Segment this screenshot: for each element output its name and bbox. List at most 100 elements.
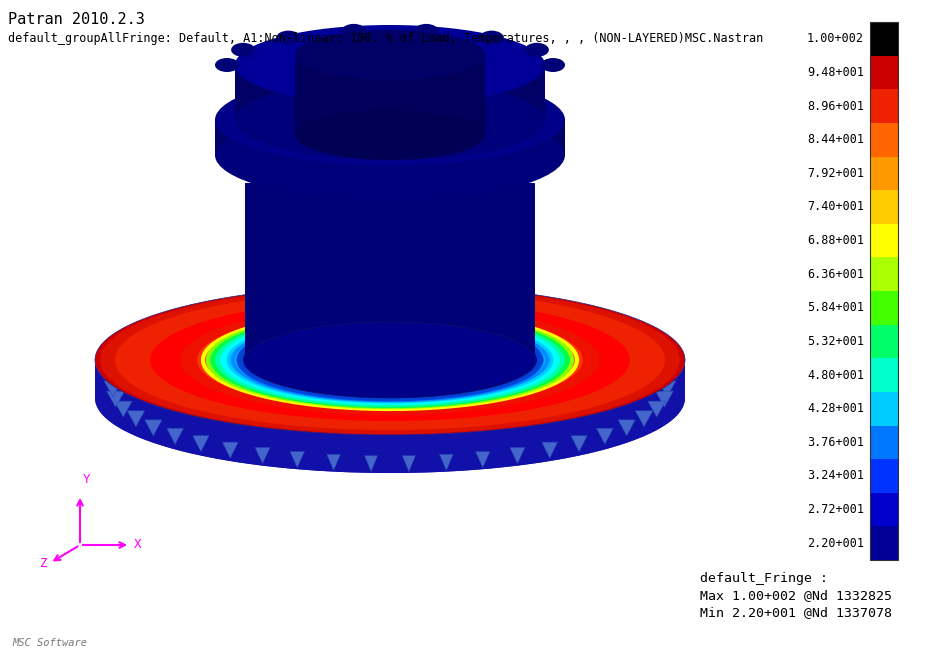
Ellipse shape xyxy=(245,322,535,398)
Ellipse shape xyxy=(95,323,685,473)
Ellipse shape xyxy=(115,290,665,430)
Polygon shape xyxy=(223,442,238,458)
Bar xyxy=(870,324,898,358)
Ellipse shape xyxy=(100,286,680,434)
Polygon shape xyxy=(541,442,557,458)
Ellipse shape xyxy=(541,58,565,72)
Polygon shape xyxy=(115,401,133,417)
Ellipse shape xyxy=(415,24,438,38)
Text: MSC Software: MSC Software xyxy=(12,638,87,648)
Polygon shape xyxy=(255,447,270,463)
Text: X: X xyxy=(134,538,142,551)
Text: 8.96+001: 8.96+001 xyxy=(807,99,864,113)
Ellipse shape xyxy=(231,43,255,57)
Polygon shape xyxy=(440,454,453,470)
Text: 3.24+001: 3.24+001 xyxy=(807,469,864,482)
Text: 6.88+001: 6.88+001 xyxy=(807,234,864,247)
Polygon shape xyxy=(648,401,666,417)
Ellipse shape xyxy=(215,109,565,201)
Ellipse shape xyxy=(525,43,549,57)
Text: Y: Y xyxy=(83,473,90,486)
Polygon shape xyxy=(166,428,183,444)
Ellipse shape xyxy=(190,309,590,411)
Polygon shape xyxy=(193,436,209,451)
Ellipse shape xyxy=(295,110,485,160)
Bar xyxy=(870,459,898,493)
Polygon shape xyxy=(235,65,545,120)
Polygon shape xyxy=(597,428,613,444)
Polygon shape xyxy=(619,420,635,436)
Text: default_Fringe :: default_Fringe : xyxy=(700,572,828,585)
Bar xyxy=(870,56,898,89)
Bar xyxy=(870,291,898,324)
Ellipse shape xyxy=(235,80,545,160)
Text: 5.32+001: 5.32+001 xyxy=(807,335,864,348)
Ellipse shape xyxy=(229,318,551,402)
Polygon shape xyxy=(290,451,305,468)
Ellipse shape xyxy=(295,30,485,80)
Bar xyxy=(870,22,898,560)
Polygon shape xyxy=(509,447,525,463)
Polygon shape xyxy=(127,411,145,427)
Ellipse shape xyxy=(150,299,630,421)
Polygon shape xyxy=(104,381,122,397)
Text: 5.84+001: 5.84+001 xyxy=(807,301,864,315)
Ellipse shape xyxy=(215,74,565,166)
Ellipse shape xyxy=(479,31,504,45)
Polygon shape xyxy=(402,456,415,472)
Bar xyxy=(870,392,898,426)
Ellipse shape xyxy=(95,285,685,435)
Polygon shape xyxy=(658,381,676,397)
Polygon shape xyxy=(145,420,162,436)
Bar xyxy=(870,426,898,459)
Ellipse shape xyxy=(197,310,583,410)
Ellipse shape xyxy=(160,300,620,420)
Polygon shape xyxy=(655,391,673,407)
Bar xyxy=(870,358,898,392)
Text: 4.80+001: 4.80+001 xyxy=(807,368,864,382)
Text: Max 1.00+002 @Nd 1332825: Max 1.00+002 @Nd 1332825 xyxy=(700,589,892,602)
Ellipse shape xyxy=(342,24,366,38)
Text: 4.28+001: 4.28+001 xyxy=(807,402,864,415)
Text: default_groupAllFringe: Default, A1:Non-linear: 100. % of Load, Temperatures, , : default_groupAllFringe: Default, A1:Non-… xyxy=(8,32,763,45)
Bar xyxy=(870,22,898,56)
Text: 3.76+001: 3.76+001 xyxy=(807,436,864,449)
Polygon shape xyxy=(215,120,565,155)
Ellipse shape xyxy=(276,31,301,45)
Bar xyxy=(870,224,898,257)
Polygon shape xyxy=(295,55,485,135)
Text: Z: Z xyxy=(40,557,48,570)
Ellipse shape xyxy=(237,320,543,400)
Ellipse shape xyxy=(235,25,545,105)
Bar xyxy=(870,123,898,157)
Text: 2.20+001: 2.20+001 xyxy=(807,537,864,549)
Bar xyxy=(870,190,898,224)
Ellipse shape xyxy=(220,316,560,404)
Bar xyxy=(870,257,898,291)
Bar xyxy=(870,89,898,123)
Bar xyxy=(870,493,898,526)
Polygon shape xyxy=(327,454,340,470)
Bar xyxy=(870,526,898,560)
Text: 1.00+002: 1.00+002 xyxy=(807,32,864,45)
Text: 7.40+001: 7.40+001 xyxy=(807,201,864,213)
Text: 9.48+001: 9.48+001 xyxy=(807,66,864,79)
Polygon shape xyxy=(571,436,588,451)
Text: 8.44+001: 8.44+001 xyxy=(807,133,864,146)
Ellipse shape xyxy=(210,313,570,407)
Text: 6.36+001: 6.36+001 xyxy=(807,268,864,281)
Polygon shape xyxy=(365,456,378,472)
Polygon shape xyxy=(95,360,685,473)
Polygon shape xyxy=(635,411,653,427)
Polygon shape xyxy=(106,391,125,407)
Polygon shape xyxy=(245,183,535,360)
Text: Min 2.20+001 @Nd 1337078: Min 2.20+001 @Nd 1337078 xyxy=(700,606,892,619)
Text: 2.72+001: 2.72+001 xyxy=(807,503,864,516)
Text: Patran 2010.2.3: Patran 2010.2.3 xyxy=(8,12,145,27)
Ellipse shape xyxy=(215,58,239,72)
Ellipse shape xyxy=(243,322,537,398)
Bar xyxy=(870,157,898,190)
Ellipse shape xyxy=(180,305,600,415)
Ellipse shape xyxy=(245,107,535,183)
Text: 7.92+001: 7.92+001 xyxy=(807,167,864,180)
